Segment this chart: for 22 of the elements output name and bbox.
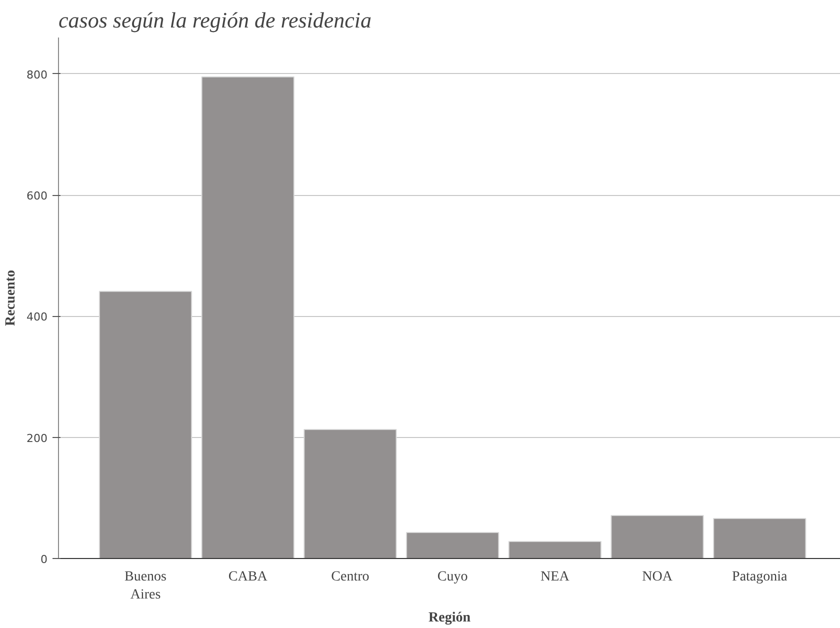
y-tick-label: 600 <box>26 190 48 203</box>
x-tick-label: Centro <box>331 570 370 584</box>
y-tick-label: 0 <box>40 553 48 566</box>
x-tick-label: NOA <box>642 570 674 584</box>
bar <box>201 76 294 558</box>
bar <box>610 514 704 558</box>
x-tick-label: Buenos Aires <box>124 570 167 602</box>
bar <box>508 541 602 558</box>
x-tick-label: NEA <box>540 570 570 584</box>
y-axis-title: Recuento <box>4 270 19 326</box>
bar <box>713 518 806 558</box>
y-tick-label: 200 <box>26 432 48 445</box>
bar <box>98 290 192 558</box>
bar <box>406 532 500 558</box>
bar <box>304 428 397 558</box>
x-tick-label: Cuyo <box>437 570 468 584</box>
x-tick-label: Patagonia <box>732 570 788 584</box>
x-axis-title: Región <box>428 610 471 626</box>
y-tick-label: 400 <box>26 310 48 324</box>
x-tick-label: CABA <box>228 570 268 584</box>
chart-title: casos según la región de residencia <box>58 8 372 32</box>
y-tick-label: 800 <box>26 68 48 82</box>
